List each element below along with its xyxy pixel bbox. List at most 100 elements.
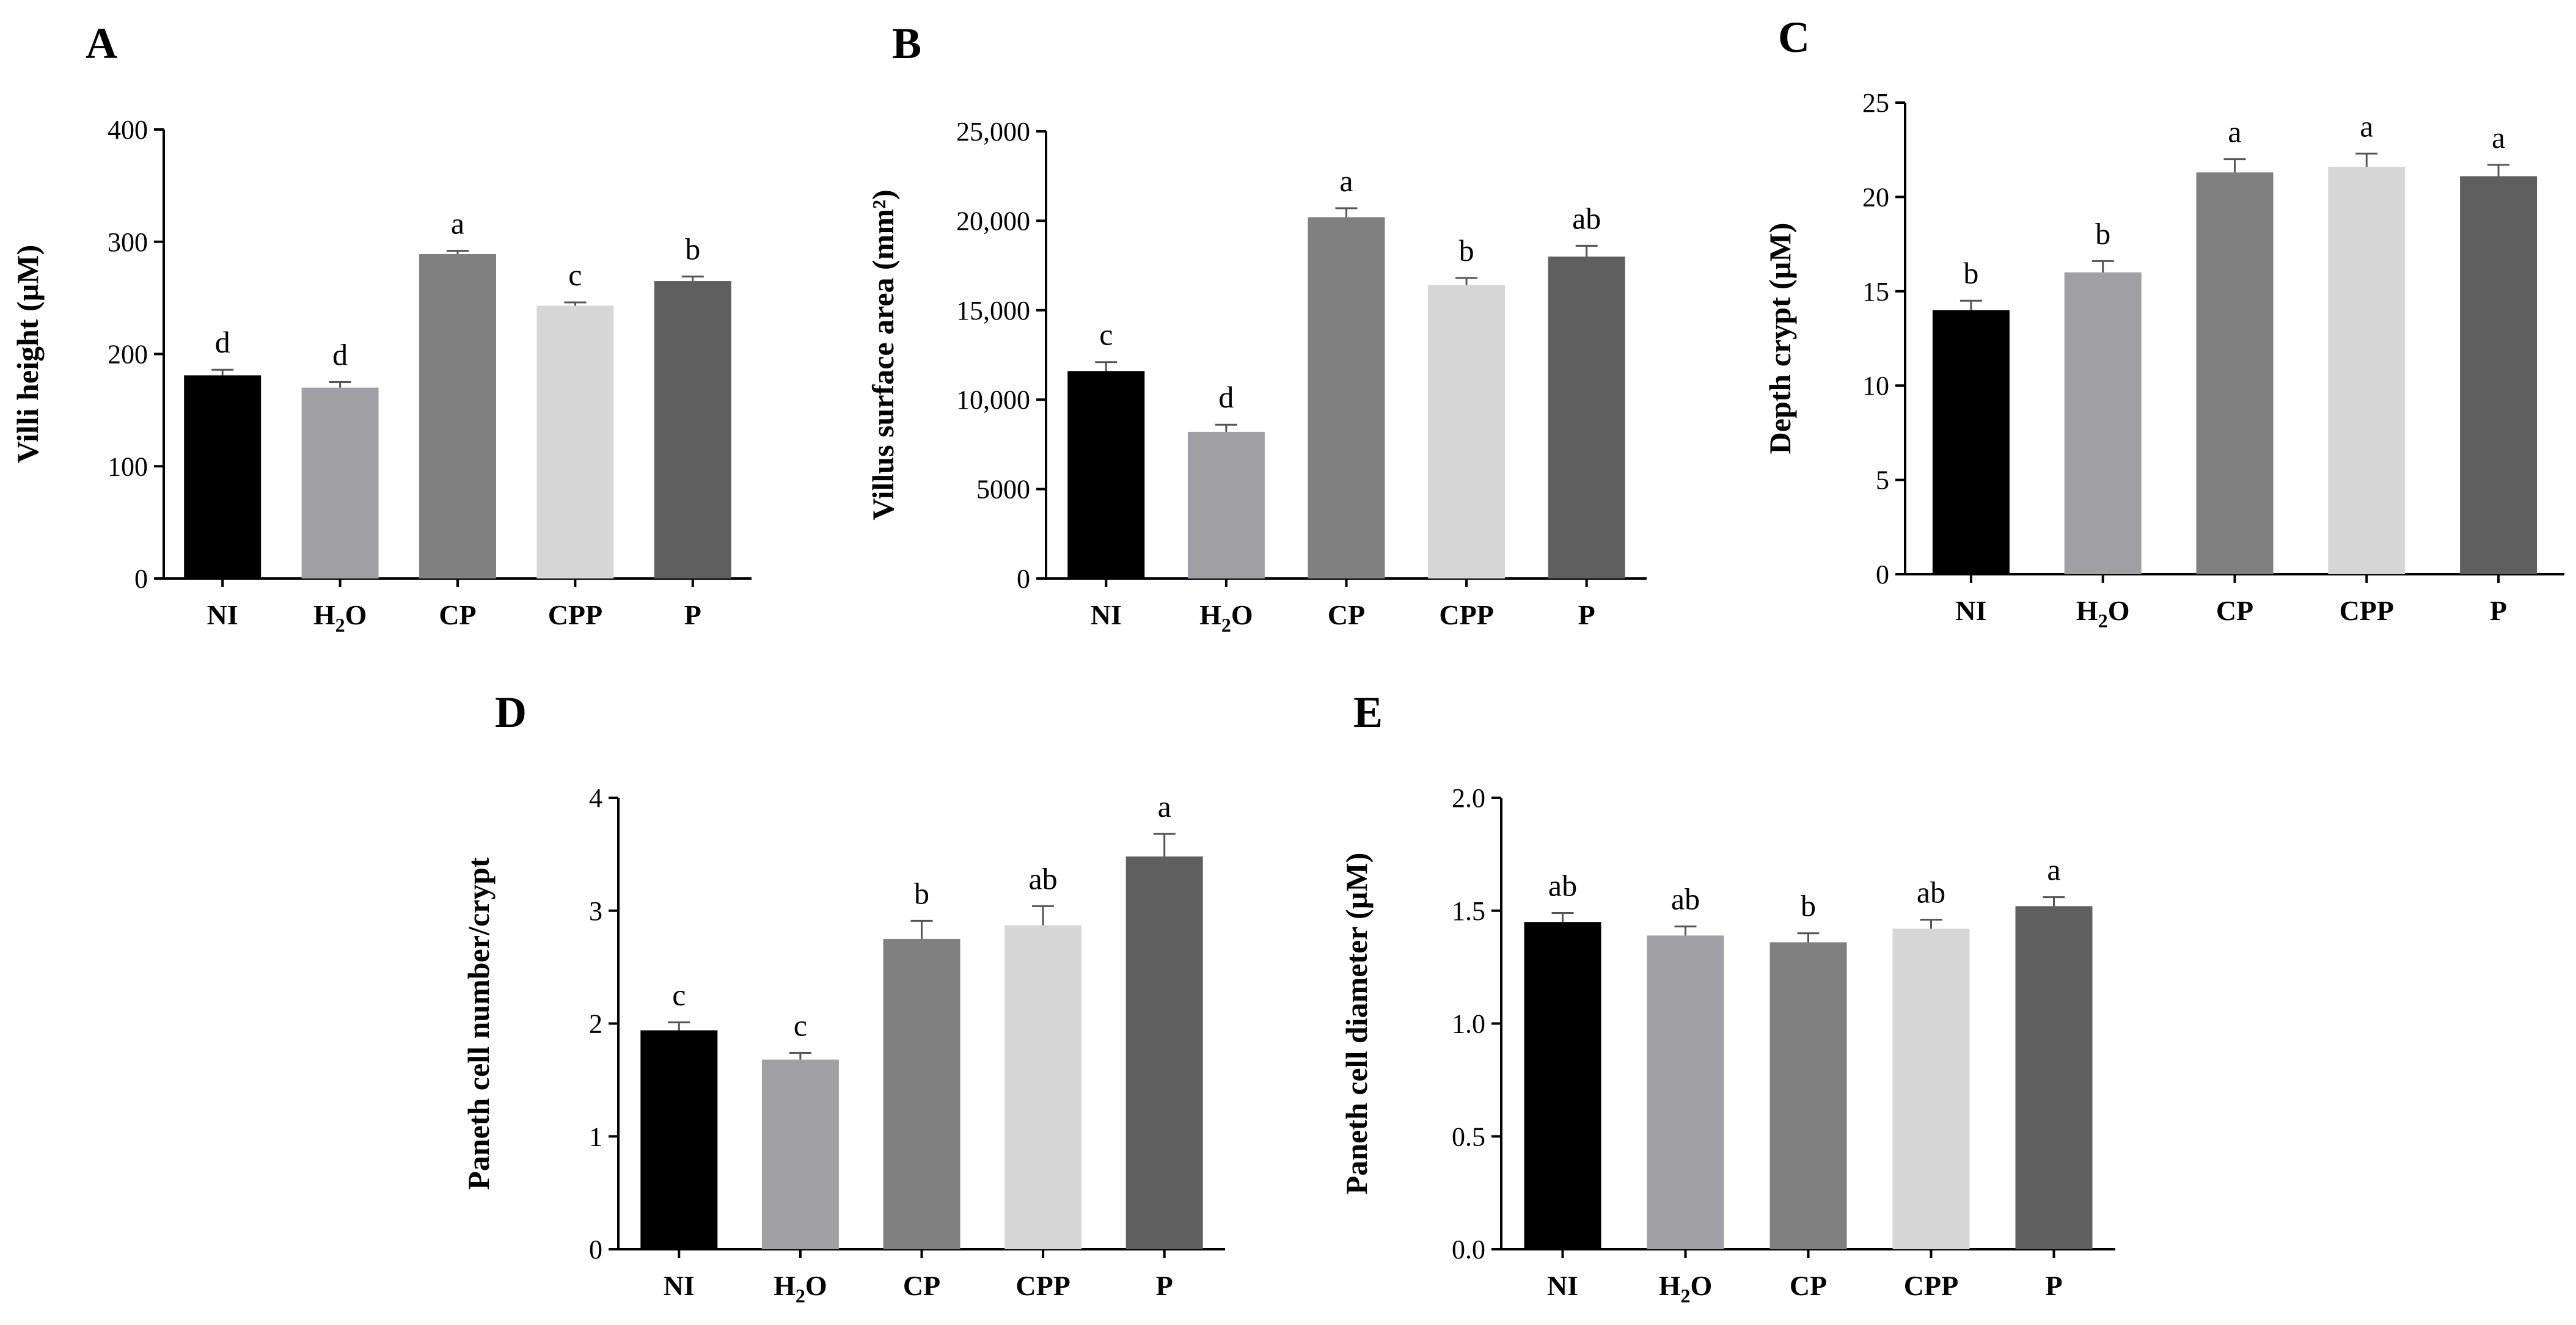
bar-p xyxy=(2015,906,2093,1249)
y-tick-label: 100 xyxy=(108,451,148,481)
category-label-cp: CP xyxy=(903,1270,940,1301)
bar-h2o xyxy=(2064,272,2142,574)
y-tick-label: 2 xyxy=(589,1009,602,1039)
category-label-cp: CP xyxy=(2216,595,2253,626)
significance-label: d xyxy=(332,337,348,371)
y-tick-label: 25,000 xyxy=(956,117,1030,147)
y-axis-title: Villus surface area (mm²) xyxy=(866,189,900,520)
panel-letter-a: A xyxy=(86,19,117,68)
panel-d: D 0 1 2 3 4 Paneth cell number/crypt c NI c H2O b C… xyxy=(461,688,1225,1307)
category-label-h2o: H2O xyxy=(313,599,367,636)
significance-label: d xyxy=(1218,380,1234,414)
category-label-h2o: H2O xyxy=(774,1270,827,1307)
category-label-ni: NI xyxy=(664,1270,695,1301)
bar-cpp xyxy=(536,305,614,579)
bar-h2o xyxy=(761,1059,839,1249)
significance-label: b xyxy=(1963,256,1978,290)
category-label-cp: CP xyxy=(1790,1270,1827,1301)
bar-p xyxy=(654,281,731,579)
category-label-ni: NI xyxy=(1091,599,1122,630)
y-tick-label: 200 xyxy=(108,340,148,370)
y-tick-label: 0 xyxy=(1017,564,1030,594)
bar-ni xyxy=(1932,310,2010,574)
y-tick-label: 25 xyxy=(1862,88,1889,118)
y-tick-label: 10,000 xyxy=(956,385,1030,415)
y-tick-label: 10 xyxy=(1862,371,1889,401)
bar-cpp xyxy=(1004,925,1082,1249)
y-tick-label: 5 xyxy=(1876,465,1889,495)
y-tick-label: 400 xyxy=(108,115,148,145)
significance-label: b xyxy=(914,876,929,910)
category-label-cpp: CPP xyxy=(1015,1270,1070,1301)
bar-cpp xyxy=(1892,929,1970,1249)
significance-label: a xyxy=(2228,115,2241,149)
y-tick-label: 0 xyxy=(589,1235,602,1265)
y-tick-label: 0.5 xyxy=(1452,1122,1485,1152)
category-label-h2o: H2O xyxy=(2076,595,2130,632)
bar-cp xyxy=(883,938,961,1249)
y-axis-title: Paneth cell diameter (µM) xyxy=(1339,853,1374,1195)
significance-label: ab xyxy=(1917,875,1945,910)
y-axis-title: Depth crypt (µM) xyxy=(1763,223,1797,454)
y-tick-label: 15 xyxy=(1862,277,1889,307)
significance-label: a xyxy=(2360,109,2373,143)
category-label-h2o: H2O xyxy=(1659,1270,1713,1307)
significance-label: a xyxy=(1339,164,1353,198)
significance-label: c xyxy=(672,978,686,1012)
bar-cpp xyxy=(2328,166,2406,574)
bar-h2o xyxy=(301,387,379,579)
category-label-cpp: CPP xyxy=(2340,595,2394,626)
y-tick-label: 3 xyxy=(589,896,602,926)
significance-label: a xyxy=(2492,120,2505,155)
y-tick-label: 1.0 xyxy=(1452,1009,1485,1039)
significance-label: b xyxy=(2095,216,2110,250)
category-label-ni: NI xyxy=(1547,1270,1578,1301)
bar-p xyxy=(1125,856,1203,1249)
panel-letter-e: E xyxy=(1353,688,1383,737)
bar-h2o xyxy=(1647,935,1724,1249)
category-label-cpp: CPP xyxy=(1904,1270,1958,1301)
bar-cpp xyxy=(1428,285,1506,579)
significance-label: b xyxy=(685,232,700,266)
bar-ni xyxy=(1524,922,1601,1249)
category-label-ni: NI xyxy=(207,599,238,630)
panel-b: B 0 5000 10,000 15,000 20,000 25,000 Villus su… xyxy=(866,19,1647,636)
category-label-cp: CP xyxy=(439,599,476,630)
bar-h2o xyxy=(1187,431,1265,579)
bar-ni xyxy=(184,375,262,579)
category-label-p: P xyxy=(2045,1270,2062,1301)
y-tick-label: 1 xyxy=(589,1122,602,1152)
y-tick-label: 1.5 xyxy=(1452,896,1485,926)
bar-p xyxy=(2460,176,2538,574)
significance-label: a xyxy=(2047,853,2060,887)
significance-label: a xyxy=(451,206,464,240)
y-tick-label: 0 xyxy=(134,564,148,594)
y-tick-label: 15,000 xyxy=(956,296,1030,326)
y-tick-label: 2.0 xyxy=(1452,783,1485,813)
y-tick-label: 20 xyxy=(1862,182,1889,212)
y-axis-title: Villi height (µM) xyxy=(10,245,45,463)
significance-label: c xyxy=(794,1009,807,1043)
category-label-p: P xyxy=(1156,1270,1173,1301)
bar-cp xyxy=(419,254,496,579)
bar-cp xyxy=(2196,172,2274,575)
bar-cp xyxy=(1308,217,1385,579)
panel-letter-c: C xyxy=(1778,13,1810,62)
panel-a: A 0 100 200 300 400 Villi height (µM) d NI d H2O a… xyxy=(10,19,752,636)
panel-letter-b: B xyxy=(892,19,921,68)
panel-c: C 0 5 10 15 20 25 Depth crypt (µM) b NI b H2O a CP a C… xyxy=(1763,13,2564,632)
category-label-p: P xyxy=(1578,599,1595,630)
significance-label: b xyxy=(1801,889,1816,923)
significance-label: ab xyxy=(1671,882,1700,916)
category-label-cpp: CPP xyxy=(1439,599,1493,630)
y-tick-label: 0 xyxy=(1876,560,1889,589)
category-label-h2o: H2O xyxy=(1199,599,1253,636)
category-label-ni: NI xyxy=(1955,595,1986,626)
bar-p xyxy=(1548,256,1625,579)
significance-label: b xyxy=(1459,233,1474,268)
y-tick-label: 20,000 xyxy=(956,206,1030,236)
significance-label: c xyxy=(568,258,582,292)
panel-e: E 0.0 0.5 1.0 1.5 2.0 Paneth cell diameter (µ… xyxy=(1339,688,2115,1307)
category-label-p: P xyxy=(2490,595,2507,626)
